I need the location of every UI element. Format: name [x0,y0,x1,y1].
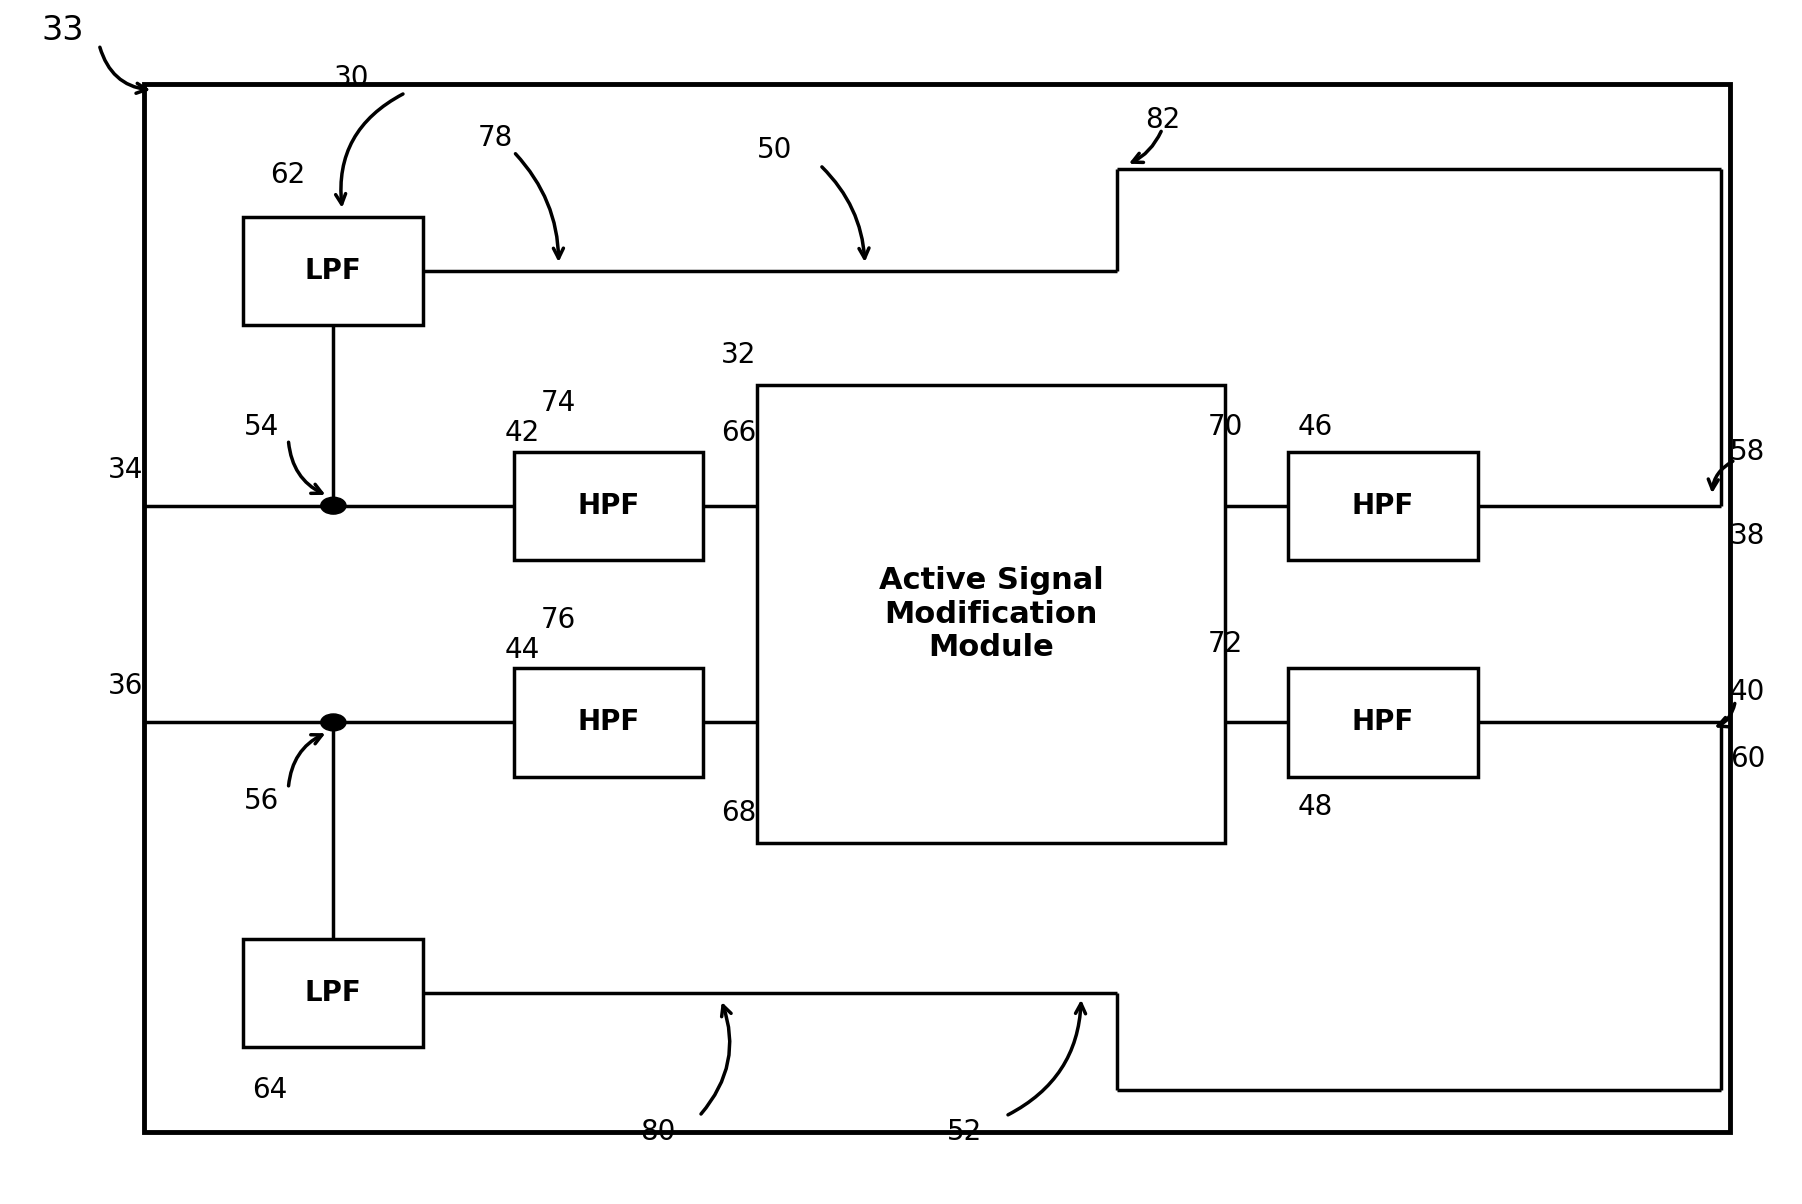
Text: 68: 68 [721,798,757,827]
Circle shape [321,497,346,514]
Text: 58: 58 [1730,437,1766,466]
Text: 66: 66 [721,419,757,448]
FancyBboxPatch shape [1288,668,1478,777]
Text: HPF: HPF [577,491,640,520]
Text: 50: 50 [757,136,793,165]
Text: 36: 36 [108,672,144,701]
Text: Active Signal
Modification
Module: Active Signal Modification Module [879,566,1103,662]
FancyBboxPatch shape [243,217,423,325]
Text: 42: 42 [505,419,541,448]
Text: 52: 52 [946,1117,982,1146]
Text: 33: 33 [41,13,85,47]
Text: 48: 48 [1297,792,1333,821]
FancyBboxPatch shape [514,668,703,777]
Text: 30: 30 [333,64,369,93]
Text: 34: 34 [108,455,144,484]
Text: 46: 46 [1297,413,1333,442]
Text: HPF: HPF [1352,708,1415,737]
Text: 62: 62 [270,160,306,189]
Text: 56: 56 [243,786,279,815]
Text: 32: 32 [721,341,757,370]
Text: 78: 78 [478,124,514,153]
Text: 74: 74 [541,389,577,418]
Text: 60: 60 [1730,744,1766,773]
Text: 72: 72 [1207,630,1243,659]
Text: 44: 44 [505,636,541,665]
Text: 54: 54 [243,413,279,442]
FancyBboxPatch shape [1288,452,1478,560]
Circle shape [321,714,346,731]
Text: 70: 70 [1207,413,1243,442]
FancyBboxPatch shape [514,452,703,560]
FancyBboxPatch shape [757,385,1225,843]
Text: 80: 80 [640,1117,676,1146]
Text: HPF: HPF [1352,491,1415,520]
Text: 76: 76 [541,606,577,635]
Text: LPF: LPF [305,979,362,1008]
Text: 38: 38 [1730,521,1766,550]
FancyBboxPatch shape [243,939,423,1047]
Text: 40: 40 [1730,678,1766,707]
Text: LPF: LPF [305,256,362,285]
FancyBboxPatch shape [144,84,1730,1132]
Text: 82: 82 [1144,106,1180,135]
Text: 64: 64 [252,1075,288,1104]
Text: HPF: HPF [577,708,640,737]
